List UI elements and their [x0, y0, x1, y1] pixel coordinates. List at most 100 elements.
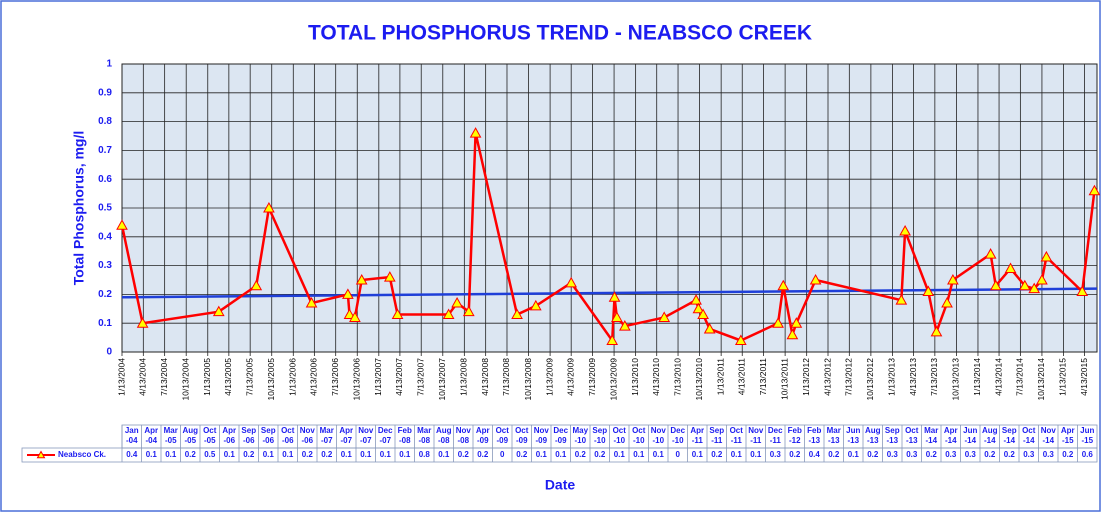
marker — [212, 305, 225, 317]
table-value: 0.3 — [906, 450, 918, 459]
table-year: -07 — [321, 436, 333, 445]
table-year: -06 — [243, 436, 255, 445]
y-tick-label: 0.9 — [98, 87, 112, 98]
table-year: -12 — [789, 436, 801, 445]
table-month: Nov — [534, 426, 550, 435]
table-value: 0.1 — [263, 450, 275, 459]
table-year: -13 — [808, 436, 820, 445]
y-tick-label: 0.8 — [98, 116, 112, 127]
x-tick-label: 1/13/2011 — [715, 358, 725, 395]
x-tick-label: 7/13/2008 — [501, 358, 511, 396]
table-month: Nov — [456, 426, 472, 435]
table-year: -10 — [633, 436, 645, 445]
y-tick-label: 1 — [106, 59, 112, 70]
x-tick-label: 4/13/2008 — [480, 358, 490, 396]
table-year: -07 — [379, 436, 391, 445]
table-value: 0.2 — [185, 450, 197, 459]
table-value: 0.2 — [926, 450, 938, 459]
x-tick-label: 7/13/2009 — [587, 358, 597, 396]
table-month: Oct — [730, 426, 744, 435]
table-year: -09 — [555, 436, 567, 445]
table-value: 0.2 — [321, 450, 333, 459]
table-month: Sep — [1002, 426, 1017, 435]
table-year: -11 — [711, 436, 723, 445]
table-month: Nov — [358, 426, 374, 435]
table-month: Apr — [944, 426, 958, 435]
y-tick-label: 0.6 — [98, 174, 112, 185]
table-value: 0.3 — [945, 450, 957, 459]
y-tick-label: 0.5 — [98, 203, 112, 214]
table-month: Mar — [827, 426, 841, 435]
x-tick-label: 10/13/2011 — [779, 358, 789, 400]
table-value: 0.1 — [165, 450, 177, 459]
marker — [692, 302, 705, 314]
marker — [343, 308, 356, 320]
table-year: -14 — [925, 436, 937, 445]
marker — [1018, 279, 1031, 291]
marker — [777, 279, 790, 291]
x-tick-label: 4/13/2013 — [908, 358, 918, 396]
marker — [342, 288, 354, 299]
x-tick-label: 4/13/2004 — [138, 358, 148, 396]
table-month: Mar — [164, 426, 178, 435]
x-tick-label: 10/13/2013 — [951, 358, 961, 401]
marker — [899, 225, 911, 236]
table-value: 0.1 — [555, 450, 567, 459]
table-month: Nov — [300, 426, 316, 435]
marker — [922, 285, 935, 297]
table-month: Mar — [417, 426, 431, 435]
x-tick-label: 10/13/2004 — [180, 358, 190, 401]
table-year: -06 — [223, 436, 235, 445]
table-month: Oct — [281, 426, 295, 435]
table-month: Apr — [222, 426, 236, 435]
table-value: 0.2 — [828, 450, 840, 459]
table-month: Dec — [553, 426, 568, 435]
table-value: 0.1 — [653, 450, 665, 459]
table-year: -14 — [1003, 436, 1015, 445]
table-value: 0.2 — [789, 450, 801, 459]
table-month: Oct — [632, 426, 646, 435]
table-value: 0.1 — [224, 450, 236, 459]
table-value: 0.3 — [965, 450, 977, 459]
table-year: -07 — [360, 436, 372, 445]
table-year: -15 — [1081, 436, 1093, 445]
marker — [355, 273, 368, 285]
table-month: Jan — [125, 426, 139, 435]
marker — [1076, 285, 1089, 297]
table-value: 0.3 — [1023, 450, 1035, 459]
marker — [618, 320, 631, 331]
table-value: 0.1 — [341, 450, 353, 459]
table-month: Aug — [865, 426, 881, 435]
marker — [930, 325, 943, 337]
table-year: -14 — [984, 436, 996, 445]
table-value: 0.1 — [380, 450, 392, 459]
marker — [116, 219, 128, 230]
marker — [690, 294, 702, 305]
y-tick-label: 0.2 — [98, 289, 112, 300]
table-value: 0.2 — [1062, 450, 1074, 459]
marker — [511, 308, 523, 320]
table-year: -15 — [1062, 436, 1074, 445]
table-value: 0.2 — [516, 450, 528, 459]
data-table: Jan-040.4Apr-040.1Mar-050.1Aug-050.2Oct-… — [21, 424, 1098, 463]
table-month: Jun — [963, 426, 977, 435]
table-year: -10 — [613, 436, 625, 445]
marker — [1004, 262, 1017, 273]
table-value: 0.4 — [809, 450, 821, 459]
x-tick-label: 1/13/2013 — [887, 358, 897, 396]
x-tick-label: 4/13/2007 — [394, 358, 404, 396]
table-year: -13 — [847, 436, 859, 445]
table-month: Aug — [982, 426, 998, 435]
marker — [772, 317, 784, 328]
table-year: -13 — [886, 436, 898, 445]
marker — [658, 311, 671, 322]
x-tick-label: 10/13/2010 — [694, 358, 704, 401]
marker — [786, 328, 799, 340]
table-month: Apr — [690, 426, 704, 435]
marker — [1040, 250, 1053, 262]
trend-line — [121, 287, 1098, 299]
marker — [391, 308, 404, 320]
x-tick-label: 4/13/2009 — [565, 358, 575, 396]
marker — [606, 334, 619, 345]
